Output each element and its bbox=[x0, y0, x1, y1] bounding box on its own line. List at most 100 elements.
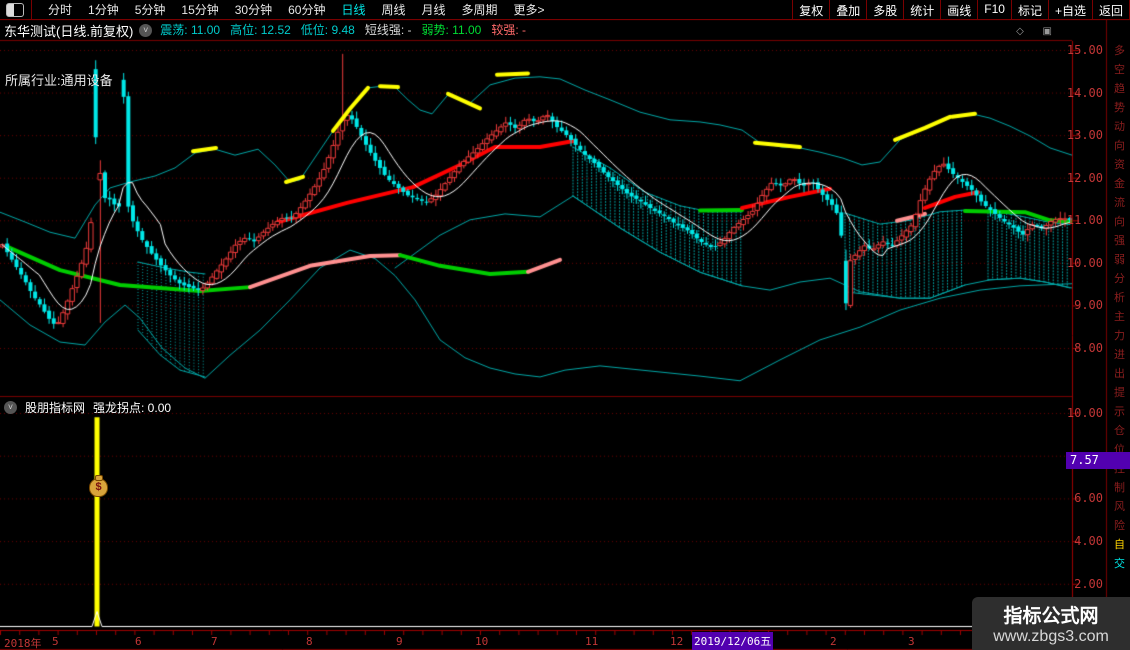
strip-char: 进 bbox=[1114, 349, 1125, 361]
price-tick-label: 14.00 bbox=[1066, 85, 1103, 100]
toolbar-button-统计[interactable]: 统计 bbox=[903, 0, 940, 19]
watermark-site-name: 指标公式网 bbox=[1003, 606, 1099, 627]
x-axis-label-8: 8 bbox=[306, 635, 313, 648]
strip-char: 示 bbox=[1114, 406, 1125, 418]
strip-char: 制 bbox=[1114, 482, 1125, 494]
strip-char: 险 bbox=[1114, 520, 1125, 532]
toolbar-button-F10[interactable]: F10 bbox=[977, 0, 1011, 19]
strip-char: 向 bbox=[1114, 140, 1125, 152]
strip-char: 空 bbox=[1114, 64, 1125, 76]
date-badge: 2019/12/06五 bbox=[692, 632, 774, 650]
chevron-down-icon[interactable]: ˅ bbox=[139, 23, 153, 37]
price-tick-label: 13.00 bbox=[1066, 128, 1103, 143]
strip-char: 析 bbox=[1114, 292, 1125, 304]
strip-char-self[interactable]: 自 bbox=[1114, 539, 1125, 551]
watermark-url: www.zbgs3.com bbox=[993, 628, 1109, 645]
price-tick-label: 9.00 bbox=[1074, 298, 1103, 313]
period-tab-1分钟[interactable]: 1分钟 bbox=[88, 3, 119, 17]
strip-char: 力 bbox=[1114, 330, 1125, 342]
strip-char: 强 bbox=[1114, 235, 1125, 247]
sub-tick-label: 4.00 bbox=[1074, 534, 1103, 549]
x-axis-label-12: 12 bbox=[670, 635, 684, 648]
period-tab-多周期[interactable]: 多周期 bbox=[461, 3, 498, 17]
chart-corner-icons[interactable]: ◇ ▣ bbox=[1016, 26, 1060, 37]
x-axis-label-11: 11 bbox=[585, 635, 599, 648]
x-axis-label-5: 5 bbox=[52, 635, 59, 648]
sub-panel-header: ˅ 股朋指标网 强龙拐点: 0.00 bbox=[4, 399, 171, 416]
indicator-field-3: 短线强: - bbox=[364, 23, 412, 37]
toolbar-action-buttons: 复权 叠加 多股 统计 画线 F10 标记 +自选 返回 bbox=[792, 0, 1130, 19]
price-tick-label: 12.00 bbox=[1066, 170, 1103, 185]
strip-char: 多 bbox=[1114, 45, 1125, 57]
x-axis-label-3: 3 bbox=[908, 635, 915, 648]
price-tick-label: 10.00 bbox=[1066, 255, 1103, 270]
indicator-fields: 震荡: 11.00 高位: 12.52 低位: 9.48 短线强: - 弱势: 11.0… bbox=[160, 21, 536, 39]
period-tabs: 分时 1分钟 5分钟 15分钟 30分钟 60分钟 日线 周线 月线 多周期 更多> bbox=[40, 1, 553, 18]
indicator-field-0: 震荡: 11.00 bbox=[160, 23, 221, 37]
sub-panel-indicator-value: 强龙拐点: 0.00 bbox=[93, 401, 172, 415]
strip-char: 势 bbox=[1114, 102, 1125, 114]
toolbar-button-+自选[interactable]: +自选 bbox=[1047, 0, 1092, 19]
strip-char: 弱 bbox=[1114, 254, 1125, 266]
strip-char-trade[interactable]: 交 bbox=[1114, 558, 1125, 570]
toolbar-button-画线[interactable]: 画线 bbox=[940, 0, 977, 19]
indicator-field-5: 较强: - bbox=[491, 23, 526, 37]
stock-title[interactable]: 东华测试(日线.前复权) bbox=[4, 23, 134, 39]
period-tab-更多>[interactable]: 更多> bbox=[513, 3, 545, 17]
x-axis-label-6: 6 bbox=[135, 635, 142, 648]
strip-char: 趋 bbox=[1114, 83, 1125, 95]
sub-tick-label: 10.00 bbox=[1066, 406, 1103, 420]
chevron-down-icon[interactable]: ˅ bbox=[4, 401, 17, 414]
sub-panel-source[interactable]: 股朋指标网 bbox=[25, 401, 86, 415]
x-axis-label-9: 9 bbox=[396, 635, 403, 648]
strip-char: 分 bbox=[1114, 273, 1125, 285]
toolbar-button-叠加[interactable]: 叠加 bbox=[829, 0, 866, 19]
period-tab-月线[interactable]: 月线 bbox=[421, 3, 446, 17]
period-toolbar: 分时 1分钟 5分钟 15分钟 30分钟 60分钟 日线 周线 月线 多周期 更多> 复权 叠加 多股统… bbox=[0, 0, 1130, 20]
period-tab-60分钟[interactable]: 60分钟 bbox=[288, 3, 326, 17]
strip-char: 向 bbox=[1114, 216, 1125, 228]
right-vertical-strip[interactable]: 多空趋势动向资金流向强弱分析主力进出提示仓位控制风险自交 bbox=[1109, 42, 1130, 574]
toolbar-button-返回[interactable]: 返回 bbox=[1091, 0, 1130, 19]
window-layout-icon[interactable] bbox=[6, 2, 24, 17]
strip-char: 主 bbox=[1114, 311, 1125, 323]
chart-title-row: 东华测试(日线.前复权) ˅ 震荡: 11.00 高位: 12.52 低位: 9.4… bbox=[4, 21, 536, 39]
indicator-field-4: 弱势: 11.00 bbox=[421, 23, 482, 37]
x-axis-label-2: 2 bbox=[830, 635, 837, 648]
sub-tick-label: 6.00 bbox=[1074, 491, 1103, 506]
period-tab-5分钟[interactable]: 5分钟 bbox=[134, 3, 166, 17]
toolbar-button-标记[interactable]: 标记 bbox=[1010, 0, 1048, 19]
period-tab-15分钟[interactable]: 15分钟 bbox=[181, 3, 219, 17]
strip-char: 流 bbox=[1114, 197, 1125, 209]
toolbar-button-多股[interactable]: 多股 bbox=[866, 0, 903, 19]
x-axis-label-2018年: 2018年 bbox=[4, 637, 42, 650]
price-tick-label: 11.00 bbox=[1066, 213, 1103, 228]
strip-char: 提 bbox=[1114, 387, 1125, 399]
watermark-box: 指标公式网 www.zbgs3.com bbox=[972, 597, 1130, 650]
toolbar-button-复权[interactable]: 复权 bbox=[792, 0, 829, 19]
strip-char: 控 bbox=[1114, 463, 1125, 475]
money-bag-icon: $ bbox=[89, 475, 108, 497]
strip-char: 资 bbox=[1114, 159, 1125, 171]
strip-char: 金 bbox=[1114, 178, 1125, 190]
price-tick-label: 8.00 bbox=[1074, 340, 1103, 355]
x-axis-label-10: 10 bbox=[475, 635, 489, 648]
industry-label: 所属行业:通用设备 bbox=[5, 73, 113, 88]
strip-char: 风 bbox=[1114, 501, 1125, 513]
current-value-badge: 7.57 bbox=[1066, 452, 1130, 469]
indicator-field-1: 高位: 12.52 bbox=[230, 23, 291, 37]
strip-char: 出 bbox=[1114, 368, 1125, 380]
strip-char: 位 bbox=[1114, 444, 1125, 456]
strip-char: 仓 bbox=[1114, 425, 1125, 437]
period-tab-周线[interactable]: 周线 bbox=[381, 3, 406, 17]
sub-tick-label: 2.00 bbox=[1074, 576, 1103, 591]
period-tab-分时[interactable]: 分时 bbox=[48, 3, 73, 17]
period-tab-30分钟[interactable]: 30分钟 bbox=[234, 3, 273, 17]
strip-char: 动 bbox=[1114, 121, 1125, 133]
x-axis-label-7: 7 bbox=[211, 635, 218, 648]
toolbar-divider bbox=[31, 0, 32, 19]
period-tab-日线[interactable]: 日线 bbox=[341, 3, 366, 17]
indicator-field-2: 低位: 9.48 bbox=[300, 23, 355, 37]
